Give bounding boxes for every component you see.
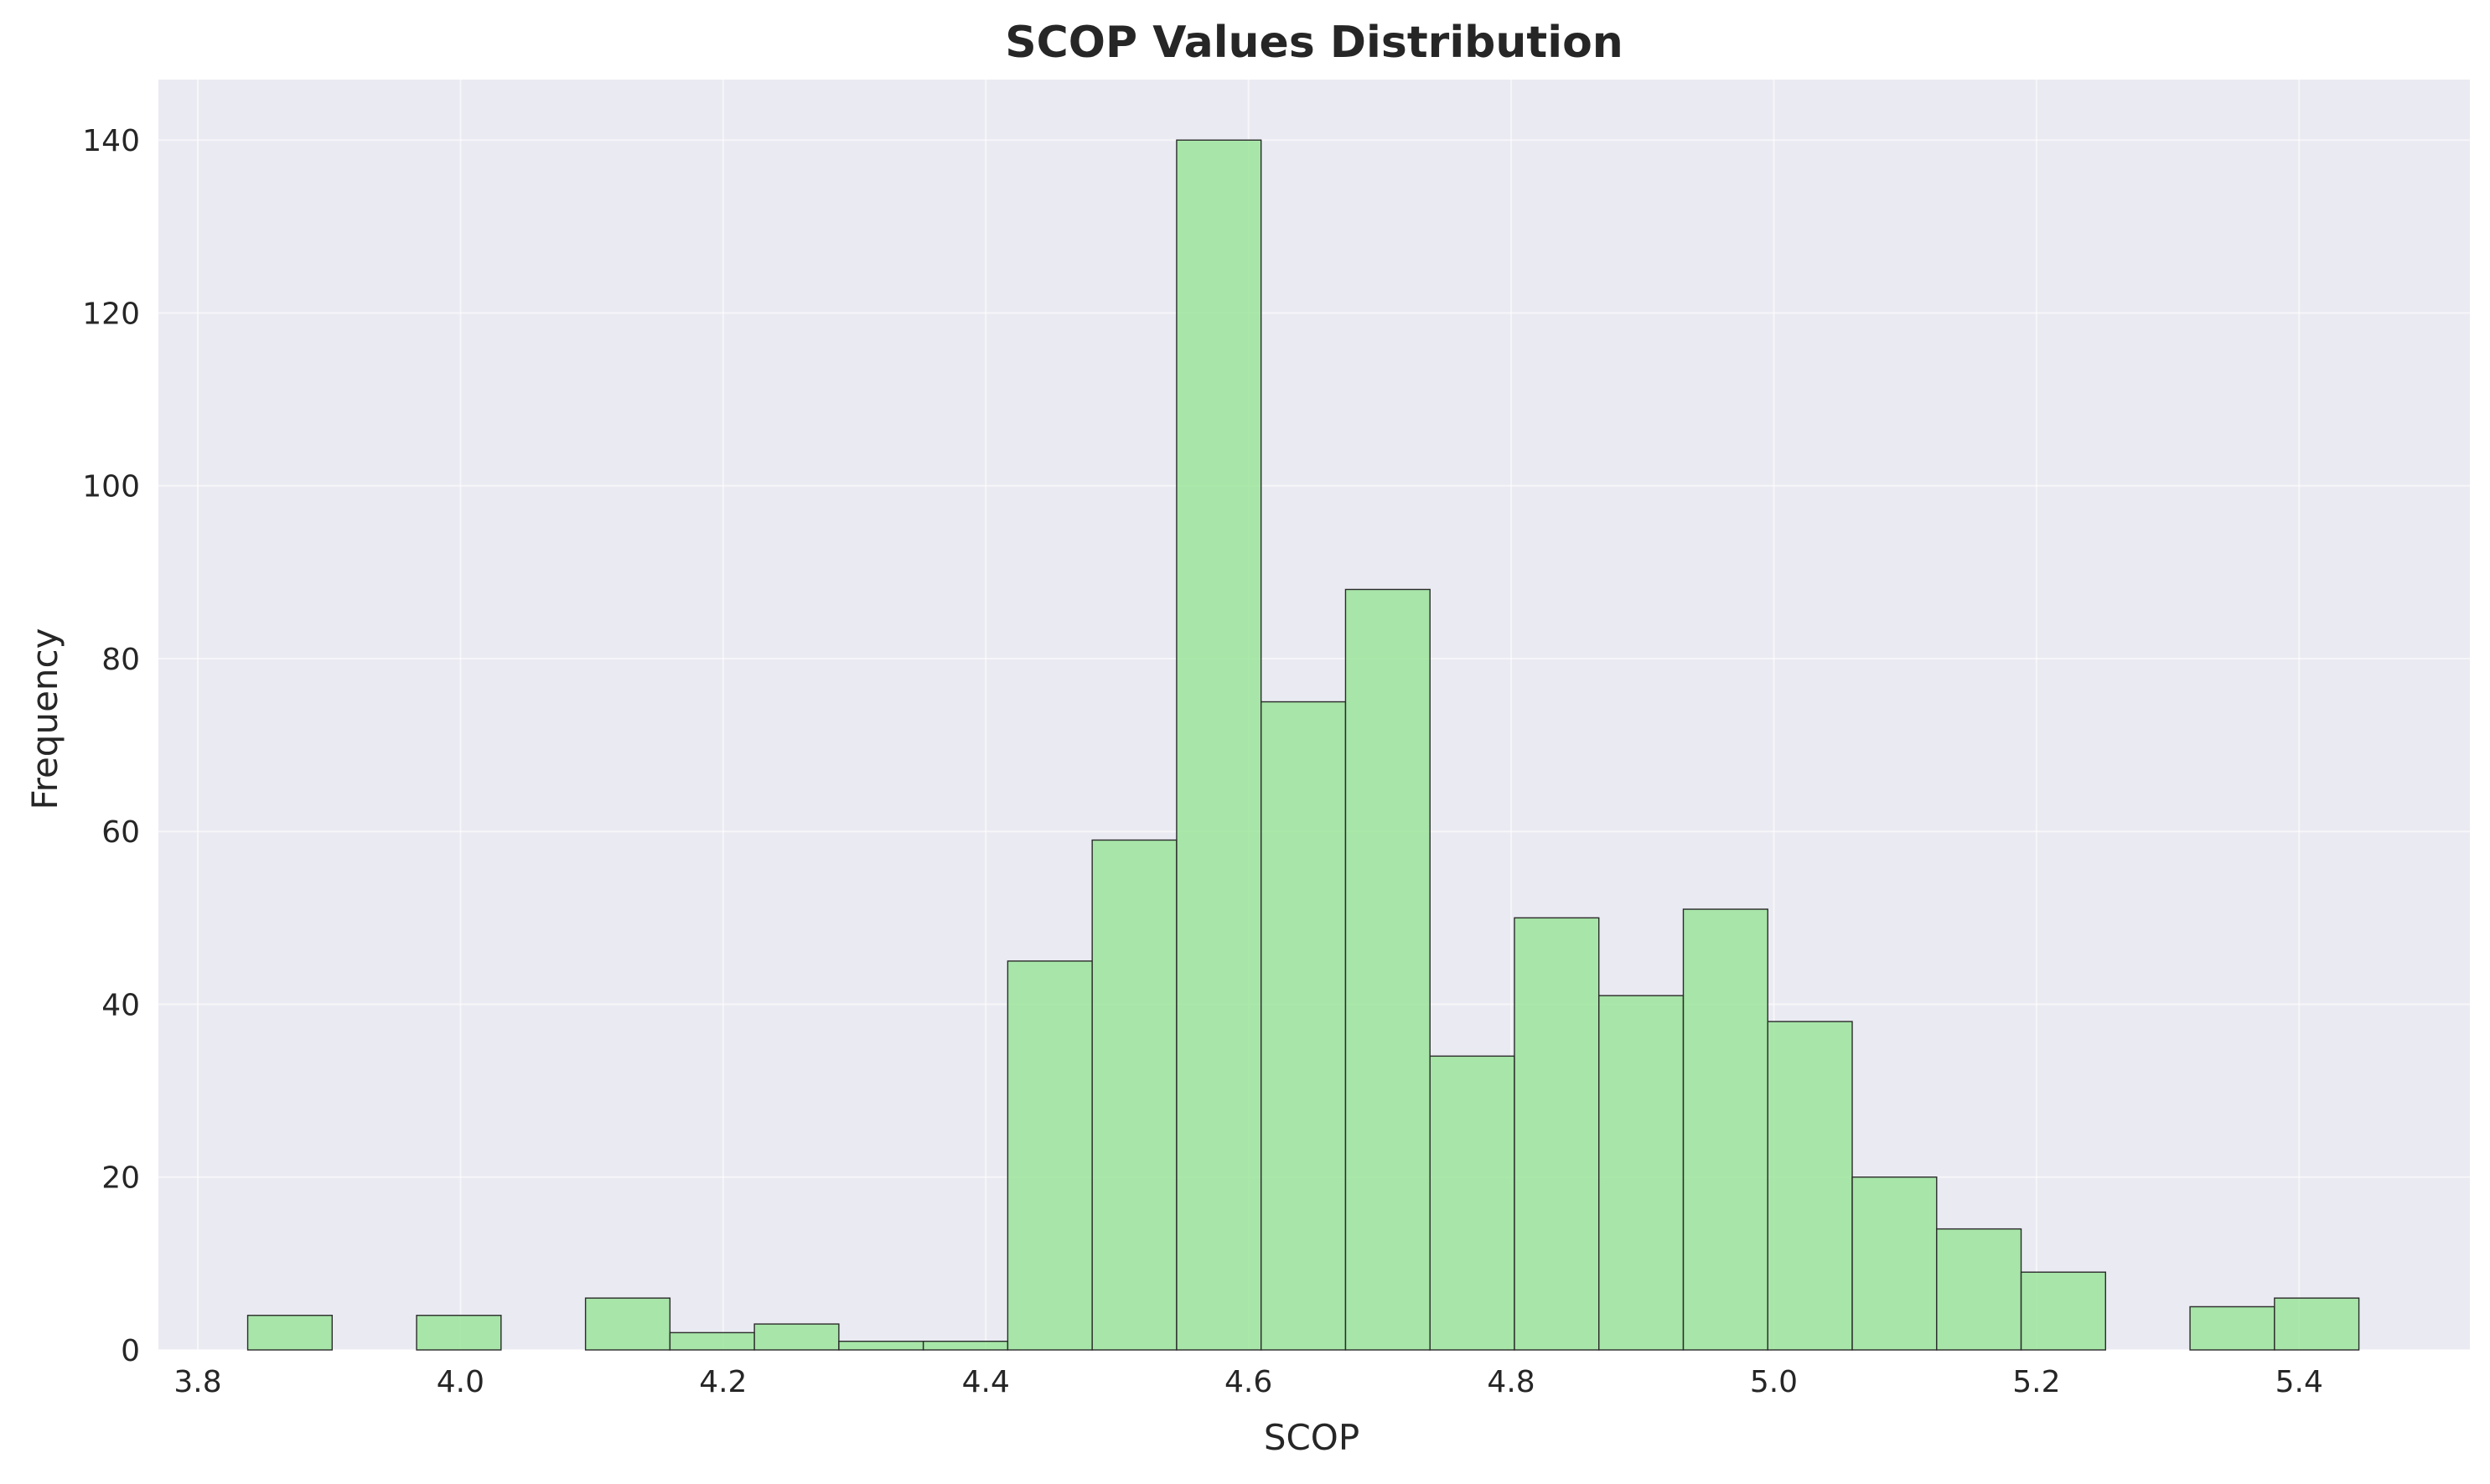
histogram-bar xyxy=(416,1315,502,1351)
y-tick-label: 80 xyxy=(101,643,140,677)
x-tick-label: 4.8 xyxy=(1487,1365,1535,1399)
y-axis-label: Frequency xyxy=(24,628,65,810)
histogram-bar xyxy=(1007,960,1093,1351)
y-tick-label: 120 xyxy=(82,297,140,331)
x-tick-label: 4.0 xyxy=(437,1365,484,1399)
x-tick-label: 4.2 xyxy=(699,1365,747,1399)
y-tick-label: 40 xyxy=(101,988,140,1022)
histogram-bar xyxy=(1176,139,1262,1351)
histogram-bar xyxy=(1767,1021,1853,1351)
histogram-bar xyxy=(1682,908,1768,1351)
histogram-bar xyxy=(246,1315,334,1351)
y-tick-label: 0 xyxy=(121,1334,140,1368)
histogram-bar xyxy=(2189,1306,2275,1351)
y-tick-label: 60 xyxy=(101,815,140,850)
x-tick-label: 5.2 xyxy=(2012,1365,2060,1399)
y-tick-label: 100 xyxy=(82,470,140,504)
histogram-bar xyxy=(1936,1228,2022,1351)
x-tick-label: 5.4 xyxy=(2275,1365,2323,1399)
histogram-bar xyxy=(922,1340,1009,1351)
histogram-bar xyxy=(1514,917,1600,1351)
histogram-bar xyxy=(1851,1176,1938,1351)
histogram-bar xyxy=(2020,1271,2107,1351)
x-axis-label: SCOP xyxy=(1264,1417,1359,1458)
histogram-bar xyxy=(1344,588,1431,1351)
chart-title: SCOP Values Distribution xyxy=(1005,18,1623,68)
x-axis-ticks: 3.8 4.0 4.2 4.4 4.6 4.8 5.0 5.2 5.4 xyxy=(173,1365,2323,1399)
histogram-bar xyxy=(1091,839,1178,1351)
histogram-bar xyxy=(669,1331,755,1351)
x-tick-label: 4.4 xyxy=(962,1365,1010,1399)
bars xyxy=(246,139,2360,1351)
histogram-bar xyxy=(1598,995,1685,1351)
y-tick-label: 140 xyxy=(82,124,140,158)
x-tick-label: 3.8 xyxy=(173,1365,221,1399)
histogram-bar xyxy=(1429,1055,1515,1351)
y-tick-label: 20 xyxy=(101,1161,140,1196)
x-tick-label: 5.0 xyxy=(1750,1365,1798,1399)
x-tick-label: 4.6 xyxy=(1224,1365,1272,1399)
y-axis-ticks: 0 20 40 60 80 100 120 140 xyxy=(82,124,140,1368)
histogram-bar xyxy=(753,1323,840,1351)
histogram-bar xyxy=(2274,1297,2360,1351)
histogram-bar xyxy=(1260,701,1347,1351)
histogram-bar xyxy=(838,1340,924,1351)
histogram-bar xyxy=(584,1297,671,1351)
